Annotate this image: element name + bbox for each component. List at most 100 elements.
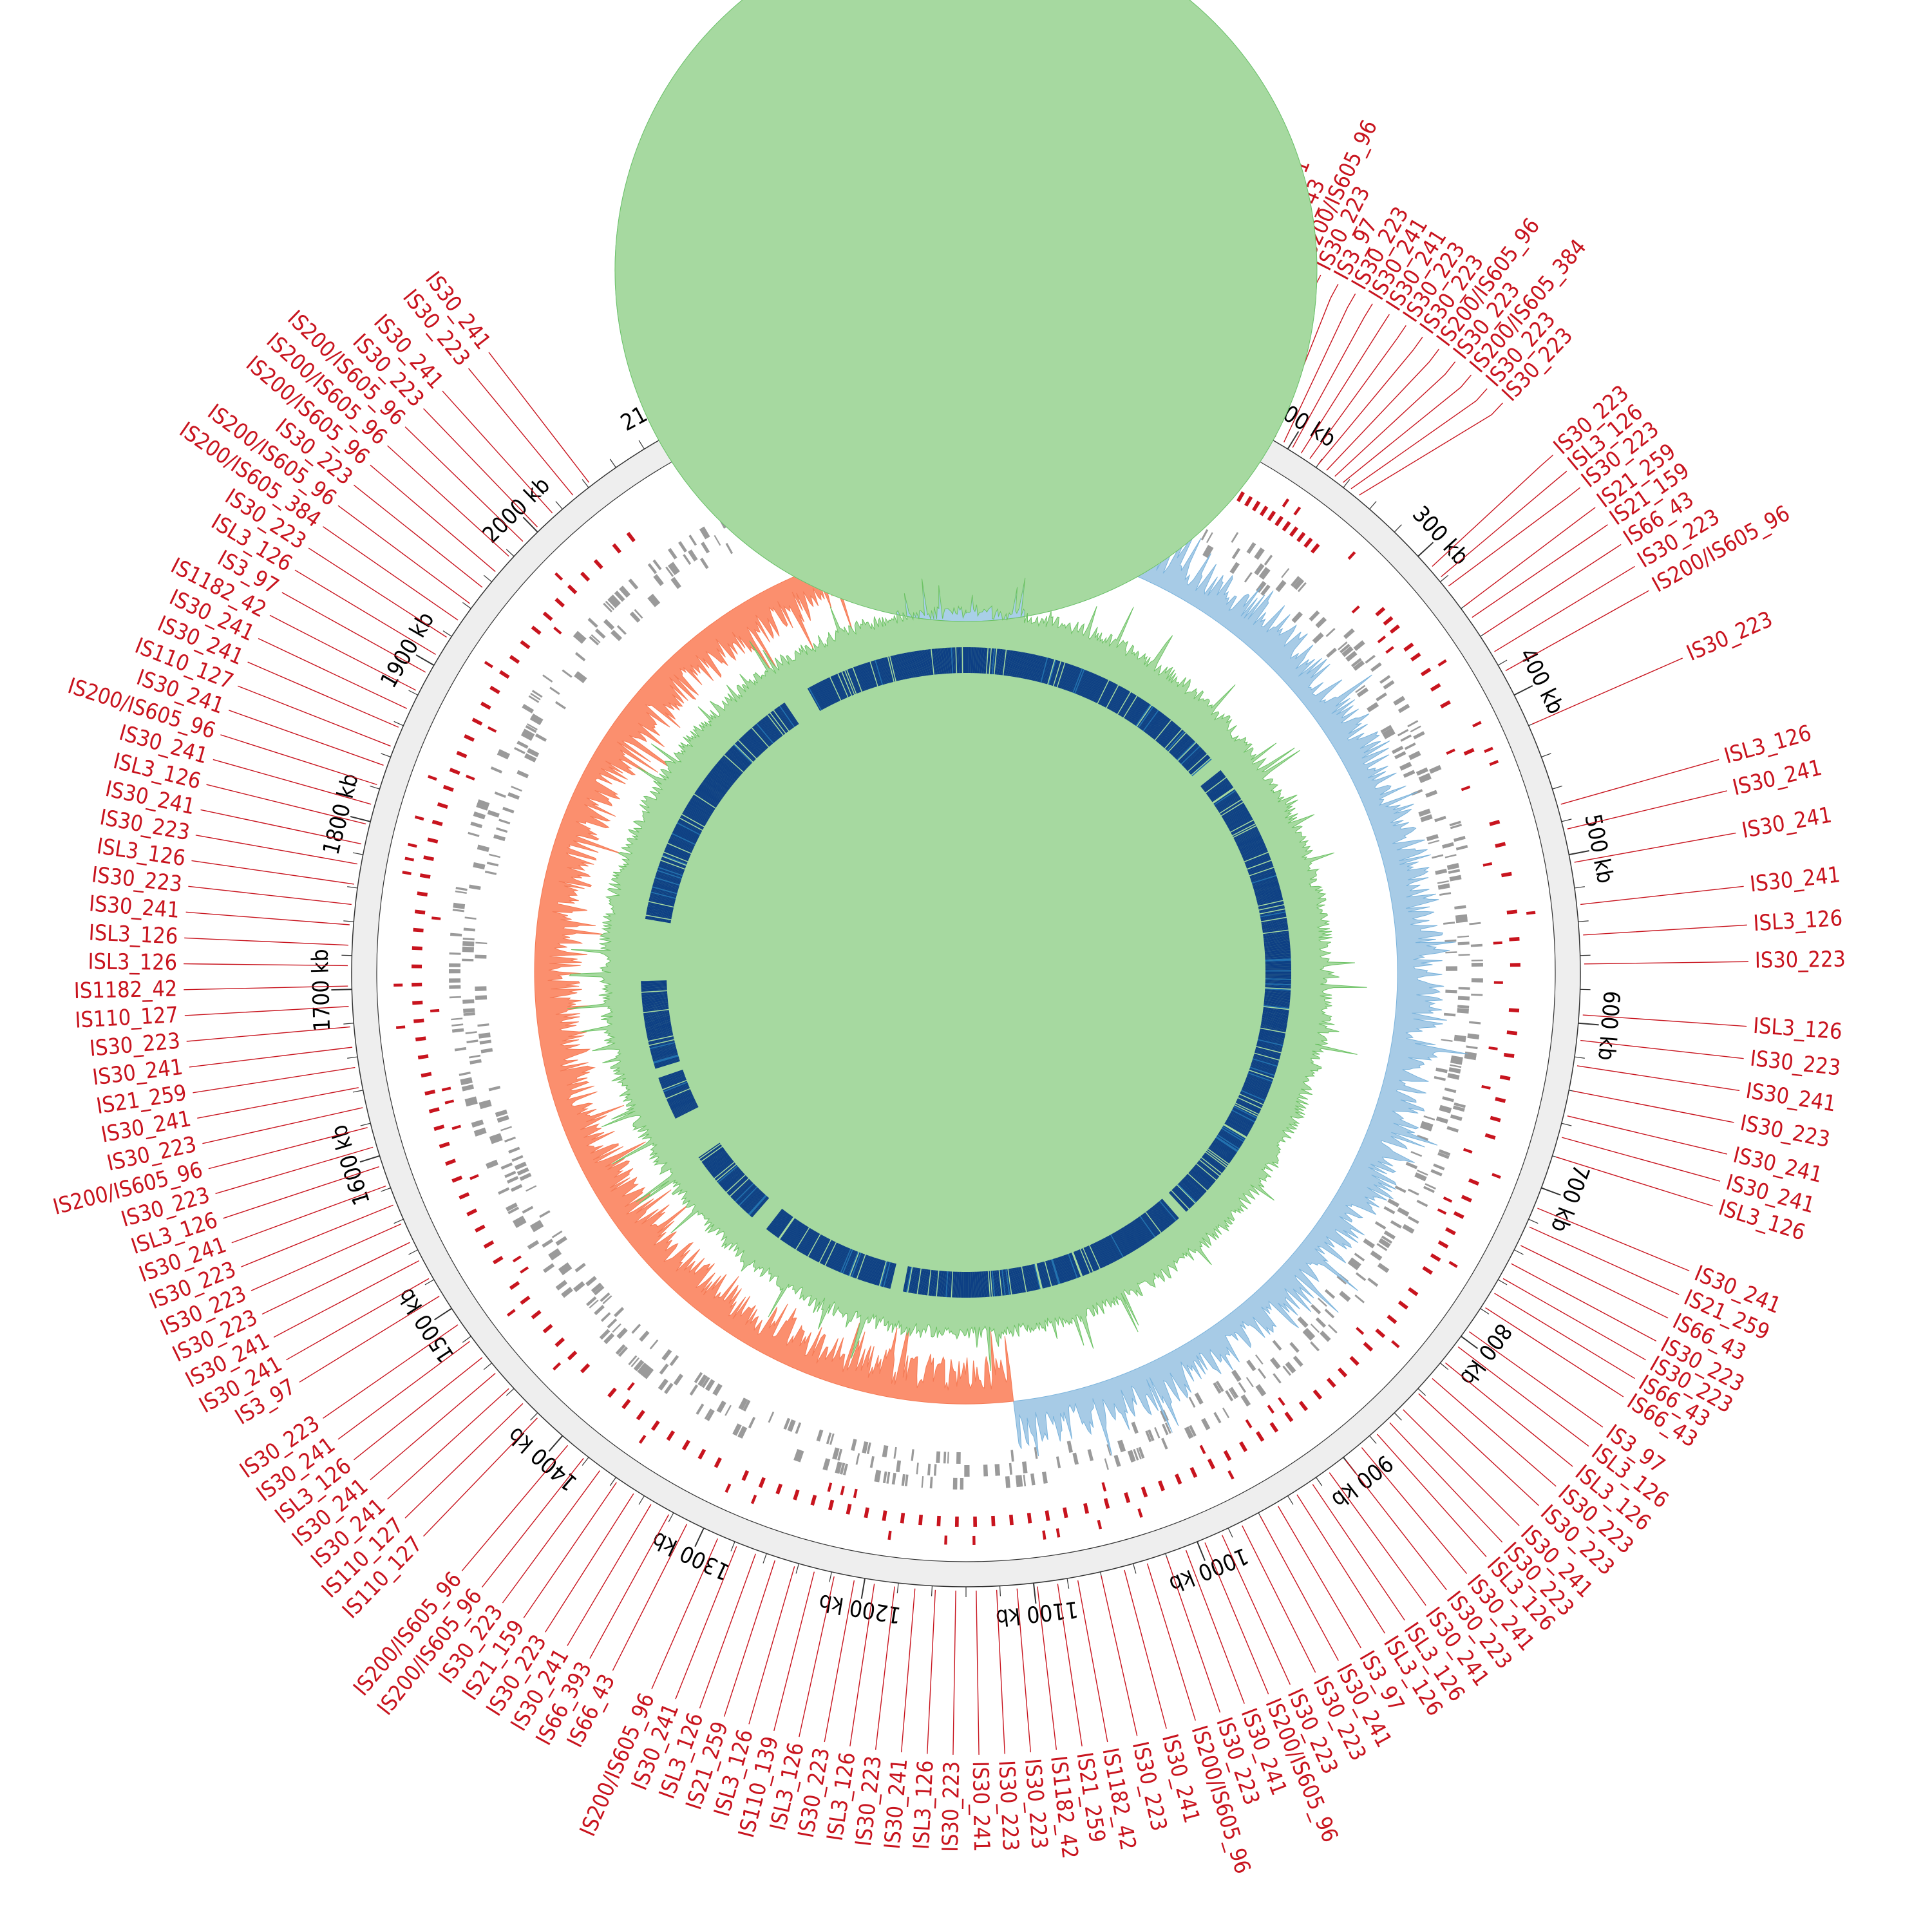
gene-feature <box>455 887 468 891</box>
minor-tick <box>347 1056 358 1059</box>
gene-feature <box>649 1339 659 1350</box>
gene-feature <box>452 909 464 913</box>
synteny-block <box>1062 664 1072 690</box>
minor-tick <box>343 1023 354 1025</box>
synteny-block <box>1043 1261 1052 1287</box>
synteny-block <box>842 1249 853 1274</box>
is-element-connector <box>849 1584 875 1747</box>
synteny-block <box>998 649 1002 675</box>
synteny-block <box>660 860 685 871</box>
synteny-block <box>1134 1219 1150 1242</box>
synteny-block <box>770 712 787 734</box>
gene-feature <box>904 1474 909 1486</box>
synteny-block <box>885 657 893 683</box>
synteny-block <box>965 1271 966 1298</box>
is-element-mark <box>484 661 493 668</box>
synteny-block <box>949 647 952 674</box>
synteny-block <box>1255 888 1281 896</box>
gene-feature <box>1399 761 1412 771</box>
synteny-block <box>648 903 674 910</box>
synteny-block <box>773 709 790 731</box>
is-element-connector <box>1567 790 1727 829</box>
synteny-block <box>1034 1264 1041 1289</box>
is-element-mark <box>489 685 500 694</box>
synteny-block <box>1232 1108 1256 1122</box>
synteny-block <box>1208 780 1229 797</box>
synteny-block <box>1231 1110 1255 1123</box>
synteny-block <box>845 670 856 695</box>
synteny-block <box>1027 654 1034 680</box>
gene-feature <box>1428 840 1440 844</box>
is-element-connector <box>996 1589 1005 1754</box>
is-element-mark <box>1420 667 1432 677</box>
synteny-block <box>1264 1003 1290 1007</box>
gene-feature <box>1021 1461 1028 1473</box>
gene-feature <box>697 1374 708 1387</box>
synteny-block <box>1262 925 1288 931</box>
is-element-mark <box>681 1439 690 1451</box>
synteny-block <box>867 662 876 687</box>
synteny-block <box>659 862 685 873</box>
synteny-block <box>1200 1159 1221 1176</box>
synteny-block <box>1156 1203 1173 1224</box>
synteny-block <box>647 1032 673 1039</box>
minor-tick <box>393 1218 404 1224</box>
is-element-connector <box>387 1388 509 1500</box>
gene-feature <box>696 1403 705 1415</box>
is-element-mark <box>1389 624 1400 634</box>
synteny-block <box>954 1271 956 1298</box>
synteny-block <box>1249 1068 1274 1077</box>
synteny-block <box>652 1053 678 1062</box>
synteny-block <box>761 719 779 740</box>
synteny-block <box>1133 703 1150 725</box>
gene-feature <box>1408 750 1421 760</box>
gene-feature <box>1421 817 1433 822</box>
gene-feature <box>1350 1257 1361 1267</box>
synteny-block <box>1264 944 1291 948</box>
synteny-block <box>726 1175 746 1194</box>
is-element-connector <box>1511 1263 1657 1341</box>
synteny-block <box>1213 1141 1235 1157</box>
synteny-block <box>1264 936 1290 941</box>
synteny-block <box>1264 938 1290 942</box>
synteny-block <box>736 1184 755 1204</box>
minor-tick <box>1561 819 1572 822</box>
gene-feature <box>1383 680 1395 690</box>
synteny-block <box>1176 740 1195 760</box>
synteny-block <box>1262 924 1288 929</box>
synteny-block <box>811 686 825 710</box>
synteny-block <box>1262 1012 1289 1018</box>
synteny-block <box>1253 882 1279 891</box>
gene-feature <box>1437 880 1449 884</box>
synteny-block <box>1180 746 1200 765</box>
synteny-block <box>1018 652 1024 678</box>
is-element-connector <box>1242 1525 1316 1673</box>
synteny-block <box>1191 758 1212 777</box>
synteny-block <box>1020 652 1027 678</box>
synteny-block <box>642 1004 668 1009</box>
synteny-block <box>790 1224 805 1247</box>
synteny-block <box>659 1071 684 1081</box>
gene-feature <box>1363 1238 1376 1249</box>
is-element-mark <box>666 1430 676 1441</box>
synteny-block <box>737 740 756 760</box>
synteny-block <box>1245 855 1270 866</box>
synteny-block <box>1046 1260 1054 1286</box>
synteny-block <box>744 1191 762 1211</box>
minor-tick <box>638 1495 645 1505</box>
synteny-block <box>776 1215 793 1238</box>
synteny-block <box>1059 1256 1069 1282</box>
gene-feature <box>1405 1161 1418 1170</box>
synteny-block <box>1242 846 1267 858</box>
major-tick <box>548 1435 564 1452</box>
synteny-block <box>1138 706 1154 728</box>
is-element-mark <box>419 873 431 879</box>
synteny-block <box>829 1244 842 1269</box>
synteny-block <box>664 1084 689 1095</box>
is-element-mark <box>1063 1507 1068 1519</box>
gene-feature <box>463 1012 475 1016</box>
synteny-block <box>1173 738 1193 758</box>
gene-feature <box>701 1376 710 1388</box>
synteny-block <box>1097 1240 1111 1265</box>
synteny-block <box>839 1248 851 1273</box>
